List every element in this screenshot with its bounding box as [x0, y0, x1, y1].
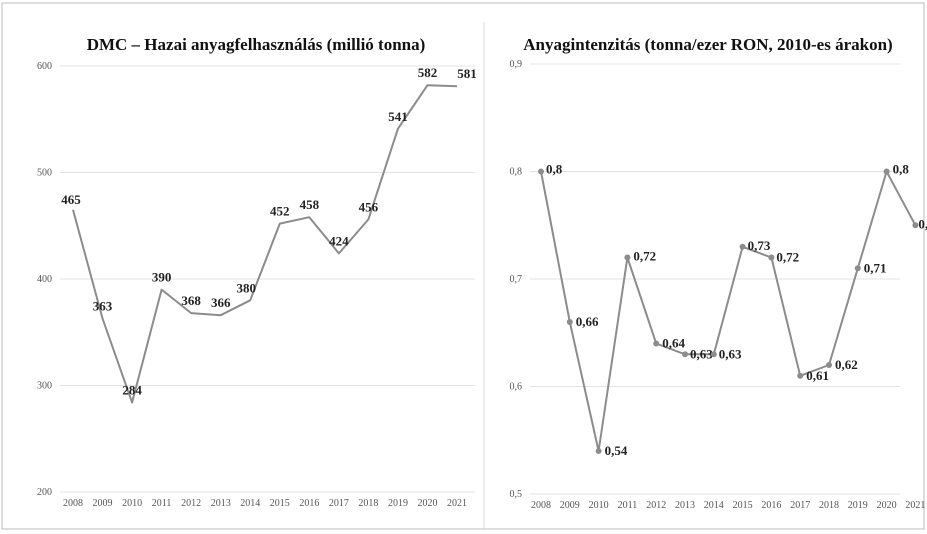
y-tick-label: 500 — [37, 168, 52, 179]
data-point — [912, 222, 919, 229]
series-line — [540, 170, 917, 452]
x-tick-label: 2012 — [181, 498, 201, 509]
x-tick-label: 2018 — [358, 498, 378, 509]
data-point — [710, 351, 717, 358]
x-tick-label: 2020 — [877, 500, 897, 511]
data-point — [883, 168, 890, 175]
data-label: 0,8 — [546, 162, 563, 177]
y-tick-label: 200 — [37, 487, 52, 498]
x-tick-label: 2015 — [270, 498, 290, 509]
data-point — [797, 372, 804, 379]
x-tick-label: 2016 — [761, 500, 781, 511]
x-tick-label: 2009 — [560, 500, 580, 511]
data-label: 582 — [418, 65, 438, 80]
x-tick-label: 2014 — [704, 500, 724, 511]
data-label: 456 — [359, 199, 379, 214]
x-tick-label: 2015 — [733, 500, 753, 511]
dmc-chart: DMC – Hazai anyagfelhasználás (millió to… — [37, 35, 477, 509]
data-label: 0,73 — [748, 238, 771, 253]
x-tick-label: 2012 — [646, 500, 666, 511]
data-label: 0,54 — [605, 443, 628, 458]
data-label: 541 — [388, 109, 408, 124]
data-label: 0,75 — [918, 216, 927, 231]
data-label: 0,71 — [864, 260, 887, 275]
data-point — [854, 265, 861, 272]
x-tick-label: 2008 — [63, 498, 83, 509]
data-label: 0,72 — [776, 250, 799, 265]
data-label: 380 — [236, 280, 256, 295]
x-tick-label: 2010 — [122, 498, 142, 509]
data-point — [682, 351, 688, 358]
x-tick-label: 2021 — [905, 500, 925, 511]
data-point — [653, 340, 660, 347]
y-tick-label: 0,9 — [510, 59, 523, 70]
x-tick-label: 2013 — [211, 498, 231, 509]
data-label: 465 — [61, 192, 81, 207]
data-label: 424 — [329, 233, 349, 248]
y-tick-label: 0,8 — [510, 167, 523, 178]
y-tick-label: 0,5 — [510, 489, 523, 500]
y-tick-label: 600 — [37, 61, 52, 72]
x-tick-label: 2019 — [388, 498, 408, 509]
data-label: 0,62 — [835, 357, 858, 372]
data-point — [538, 168, 544, 175]
data-label: 0,66 — [576, 314, 599, 329]
data-label: 363 — [93, 298, 113, 313]
data-label: 0,63 — [690, 346, 713, 361]
data-point — [595, 448, 602, 454]
data-label: 390 — [152, 270, 172, 285]
x-tick-label: 2014 — [240, 498, 260, 509]
x-tick-label: 2019 — [848, 500, 868, 511]
data-label: 284 — [122, 383, 142, 398]
y-tick-label: 400 — [37, 274, 52, 285]
x-tick-label: 2009 — [93, 498, 113, 509]
chart-title: Anyagintenzitás (tonna/ezer RON, 2010-es… — [523, 35, 892, 54]
data-label: 0,8 — [893, 162, 910, 177]
series-line — [72, 84, 458, 404]
y-tick-label: 0,6 — [510, 382, 523, 393]
y-tick-label: 300 — [37, 381, 52, 392]
data-point — [566, 319, 573, 325]
data-label: 0,63 — [719, 346, 742, 361]
x-tick-label: 2017 — [329, 498, 349, 509]
x-tick-label: 2021 — [447, 498, 467, 509]
data-label: 452 — [270, 204, 290, 219]
x-tick-label: 2016 — [299, 498, 319, 509]
x-tick-label: 2011 — [618, 500, 638, 511]
x-tick-label: 2017 — [790, 500, 810, 511]
data-point — [624, 254, 631, 261]
chart-title: DMC – Hazai anyagfelhasználás (millió to… — [87, 35, 426, 54]
data-label: 581 — [457, 66, 477, 81]
data-label: 368 — [181, 293, 201, 308]
x-tick-label: 2018 — [819, 500, 839, 511]
data-point — [768, 254, 775, 261]
intensity-chart: Anyagintenzitás (tonna/ezer RON, 2010-es… — [510, 35, 927, 511]
y-tick-label: 0,7 — [510, 274, 523, 285]
data-label: 0,72 — [633, 249, 656, 264]
data-label: 0,61 — [806, 368, 829, 383]
x-tick-label: 2008 — [531, 500, 551, 511]
x-tick-label: 2011 — [152, 498, 172, 509]
data-point — [826, 362, 832, 368]
x-tick-label: 2010 — [589, 500, 609, 511]
data-point — [739, 243, 746, 250]
x-tick-label: 2020 — [417, 498, 437, 509]
data-label: 0,64 — [662, 336, 685, 351]
data-label: 458 — [300, 197, 320, 212]
data-label: 366 — [211, 295, 231, 310]
x-tick-label: 2013 — [675, 500, 695, 511]
